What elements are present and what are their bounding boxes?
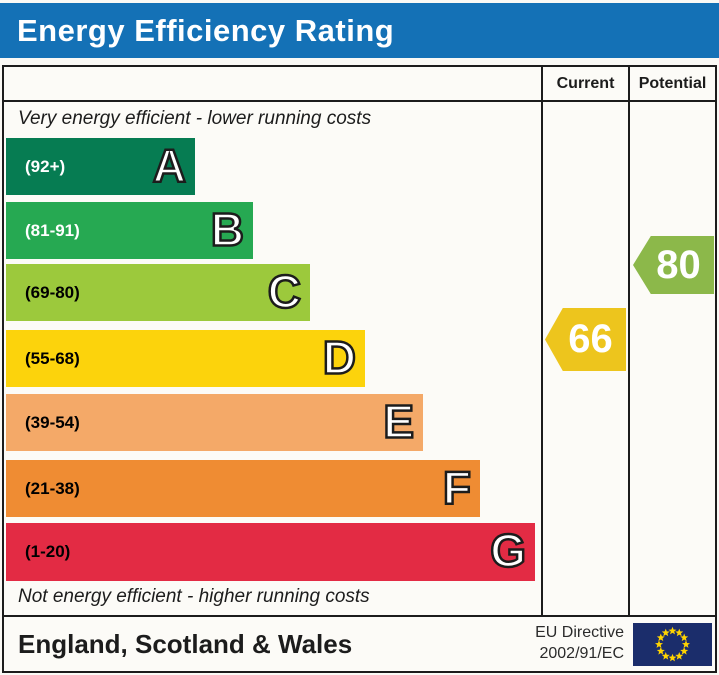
band-e-letter: E	[382, 394, 415, 449]
band-d-range: (55-68)	[25, 348, 80, 368]
potential-rating-pointer: 80	[633, 236, 714, 294]
band-f-range: (21-38)	[25, 478, 80, 498]
band-c-letter: C	[267, 264, 303, 319]
band-b-letter: B	[210, 202, 246, 257]
current-rating-value: 66	[568, 317, 613, 361]
column-divider-current	[541, 67, 543, 615]
page-title: Energy Efficiency Rating	[17, 12, 395, 48]
band-g: (1-20) G	[6, 523, 535, 581]
band-f: (21-38) F	[6, 460, 480, 517]
rating-chart: Current Potential Very energy efficient …	[2, 65, 717, 617]
band-a-range: (92+)	[25, 156, 66, 176]
potential-rating-value: 80	[656, 242, 701, 287]
region-label: England, Scotland & Wales	[18, 628, 353, 659]
column-header-current: Current	[556, 74, 615, 92]
current-rating-pointer: 66	[545, 308, 626, 371]
band-a-letter: A	[152, 138, 188, 193]
note-very-efficient: Very energy efficient - lower running co…	[18, 108, 372, 129]
band-a: (92+) A	[6, 138, 195, 195]
band-c-range: (69-80)	[25, 282, 80, 302]
band-e: (39-54) E	[6, 394, 423, 451]
band-c: (69-80) C	[6, 264, 310, 321]
eu-directive-line1: EU Directive	[535, 624, 624, 642]
title-bar: Energy Efficiency Rating	[0, 3, 719, 58]
band-g-range: (1-20)	[25, 542, 71, 561]
column-divider-potential	[628, 67, 630, 615]
eu-directive-label: EU Directive 2002/91/EC	[535, 623, 624, 665]
header-row-divider	[4, 100, 715, 102]
eu-directive-line2: 2002/91/EC	[539, 645, 624, 662]
band-f-letter: F	[442, 460, 473, 515]
band-e-range: (39-54)	[25, 412, 80, 432]
band-g-letter: G	[489, 523, 527, 578]
footer-bar: England, Scotland & Wales EU Directive 2…	[2, 615, 717, 673]
eu-flag-icon	[633, 622, 712, 666]
band-d-letter: D	[322, 330, 358, 385]
band-d: (55-68) D	[6, 330, 365, 387]
column-header-potential: Potential	[638, 74, 707, 92]
note-not-efficient: Not energy efficient - higher running co…	[18, 586, 370, 607]
band-b-range: (81-91)	[25, 220, 80, 240]
band-b: (81-91) B	[6, 202, 253, 259]
